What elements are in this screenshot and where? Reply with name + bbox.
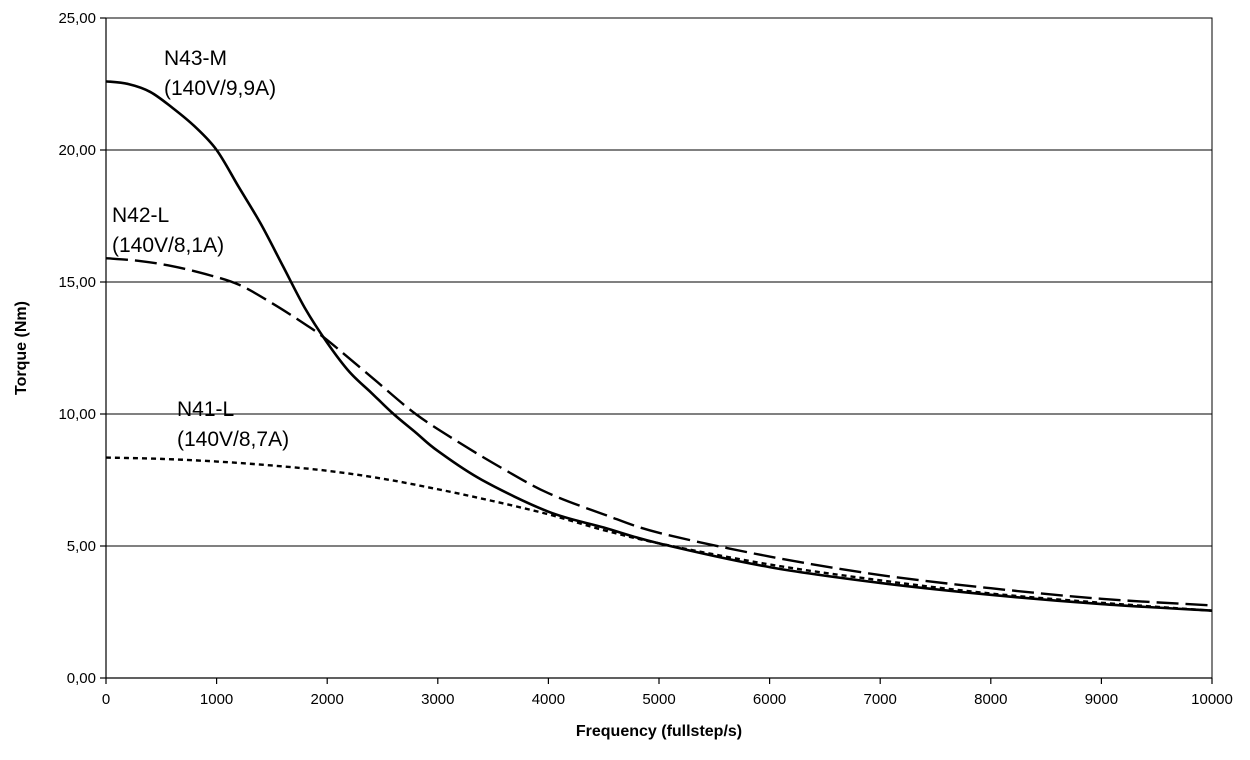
series-line-n42l (105, 257, 1213, 607)
y-tick-label: 5,00 (67, 538, 96, 555)
series-label-n41l: (140V/8,7A) (177, 428, 289, 451)
x-tick-label: 6000 (753, 691, 786, 708)
series-label-n42l: (140V/8,1A) (112, 234, 224, 257)
x-axis-title: Frequency (fullstep/s) (576, 723, 742, 740)
x-tick-label: 8000 (974, 691, 1007, 708)
x-tick-label: 1000 (200, 691, 233, 708)
series-layer (105, 80, 1213, 612)
x-tick-label: 0 (102, 691, 110, 708)
x-tick-label: 7000 (864, 691, 897, 708)
y-tick-label: 0,00 (67, 670, 96, 687)
x-tick-label: 10000 (1191, 691, 1233, 708)
x-tick-label: 9000 (1085, 691, 1118, 708)
x-tick-label: 3000 (421, 691, 454, 708)
plot-area-frame (105, 17, 1213, 679)
x-tick-label: 5000 (642, 691, 675, 708)
series-line-n43m (105, 80, 1213, 612)
y-tick-label: 25,00 (58, 10, 96, 27)
y-tick-label: 15,00 (58, 274, 96, 291)
labels-layer: N43-M (140V/9,9A) N42-L (140V/8,1A) N41-L (14… (112, 47, 289, 451)
x-tick-label: 4000 (532, 691, 565, 708)
axes-layer: 0,00 5,00 10,00 15,00 20,00 25,00 0 1000 2000 300… (58, 10, 1232, 708)
x-tick-label: 2000 (311, 691, 344, 708)
series-label-n42l: N42-L (112, 204, 169, 227)
grid-layer (105, 17, 1213, 679)
y-tick-label: 10,00 (58, 406, 96, 423)
y-tick-label: 20,00 (58, 142, 96, 159)
y-axis-title: Torque (Nm) (13, 301, 30, 395)
series-label-n41l: N41-L (177, 398, 234, 421)
series-label-n43m: (140V/9,9A) (164, 77, 276, 100)
series-line-n41l (105, 456, 1213, 612)
series-label-n43m: N43-M (164, 47, 227, 70)
